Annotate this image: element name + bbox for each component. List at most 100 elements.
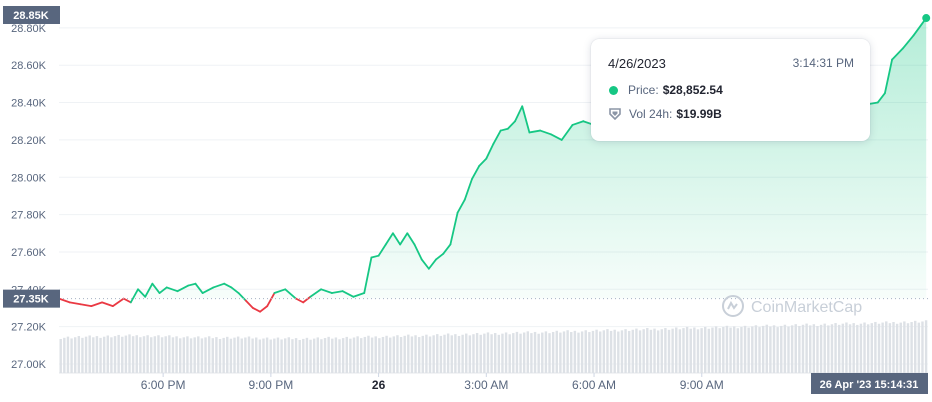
volume-bar — [874, 321, 877, 373]
tooltip-volume-row: Vol 24h: $19.99B — [609, 107, 722, 121]
price-segment — [499, 127, 509, 132]
volume-bar — [801, 324, 805, 373]
price-segment — [111, 297, 125, 308]
volume-bar — [776, 327, 779, 373]
volume-bar — [294, 338, 298, 373]
price-segment — [456, 198, 466, 214]
volume-bar — [794, 324, 797, 373]
volume-bar — [924, 320, 928, 373]
volume-bar — [769, 326, 772, 373]
price-segment — [521, 105, 531, 134]
volume-bar — [830, 324, 834, 373]
volume-bar — [468, 335, 472, 373]
volume-bar — [102, 336, 106, 373]
volume-bar — [638, 330, 642, 373]
volume-bar — [164, 336, 167, 373]
volume-bar — [642, 329, 645, 373]
volume-bar — [609, 330, 613, 373]
coinmarketcap-logo-icon — [722, 295, 744, 317]
price-segment — [352, 292, 366, 298]
x-tick-label: 3:00 AM — [464, 378, 508, 392]
volume-bar — [312, 338, 316, 373]
volume-bar — [305, 337, 309, 373]
volume-bar — [494, 333, 497, 373]
volume-bar — [407, 334, 410, 373]
volume-bar — [573, 330, 577, 373]
volume-bar — [392, 336, 396, 373]
volume-bar — [685, 326, 689, 373]
volume-bar — [262, 338, 265, 373]
volume-bar — [819, 324, 823, 373]
volume-bar — [675, 327, 678, 373]
volume-bar — [591, 330, 595, 373]
volume-bar — [812, 324, 816, 373]
volume-bar — [646, 328, 649, 373]
price-segment — [539, 129, 552, 136]
volume-bar — [885, 321, 888, 373]
volume-bar — [696, 329, 700, 373]
price-segment — [413, 243, 423, 261]
price-segment — [259, 305, 269, 313]
volume-bar — [142, 336, 146, 373]
volume-bar — [255, 337, 258, 373]
volume-bar — [537, 333, 540, 373]
volume-bar — [497, 334, 501, 373]
volume-bar — [740, 327, 743, 373]
volume-bar — [367, 335, 370, 373]
price-segment — [392, 232, 402, 246]
price-segment — [165, 286, 179, 293]
volume-bar — [461, 334, 464, 373]
volume-bar — [251, 338, 254, 373]
volume-bar — [758, 327, 761, 373]
volume-bar — [624, 329, 627, 373]
volume-bar — [146, 335, 149, 373]
volume-bar — [273, 338, 276, 373]
volume-bar — [570, 332, 573, 373]
volume-bar — [548, 333, 551, 373]
volume-bar — [588, 332, 591, 373]
current-price-point — [922, 14, 931, 23]
y-tick-label: 27.60K — [11, 247, 47, 259]
watermark-text: CoinMarketCap — [751, 299, 862, 316]
volume-bar — [436, 334, 439, 373]
volume-bar — [613, 329, 616, 373]
volume-bar — [765, 324, 768, 373]
volume-bar — [533, 331, 537, 373]
price-segment — [194, 282, 204, 294]
price-segment — [320, 288, 333, 294]
volume-bar — [88, 335, 91, 373]
volume-bar — [298, 340, 301, 373]
price-segment — [187, 282, 197, 287]
price-segment — [384, 232, 394, 246]
price-segment — [550, 133, 563, 141]
volume-bar — [204, 337, 207, 373]
volume-bar — [848, 324, 852, 373]
tooltip-price-value: $28,852.54 — [662, 83, 723, 97]
volume-bar — [168, 335, 171, 373]
volume-bar — [345, 336, 348, 373]
volume-bar — [682, 328, 685, 373]
volume-bar — [182, 337, 186, 373]
price-segment — [212, 282, 226, 289]
volume-bar — [153, 336, 157, 373]
volume-bar — [215, 337, 218, 373]
volume-bar — [559, 332, 562, 373]
volume-bar — [378, 338, 381, 373]
tooltip-volume-value: $19.99B — [676, 107, 722, 121]
volume-bar — [428, 336, 432, 373]
volume-bar — [689, 328, 692, 373]
price-segment — [58, 297, 71, 304]
volume-bar — [780, 325, 783, 373]
volume-bar — [910, 322, 913, 373]
volume-bar — [903, 321, 906, 373]
price-segment — [273, 288, 287, 294]
volume-bar — [200, 338, 204, 373]
price-segment — [442, 243, 452, 255]
volume-bar — [707, 328, 711, 373]
price-segment — [363, 256, 373, 294]
volume-bar — [70, 338, 73, 373]
volume-bar — [845, 322, 848, 373]
volume-bar — [446, 333, 450, 373]
volume-bar — [338, 339, 341, 373]
volume-bar — [443, 334, 446, 373]
